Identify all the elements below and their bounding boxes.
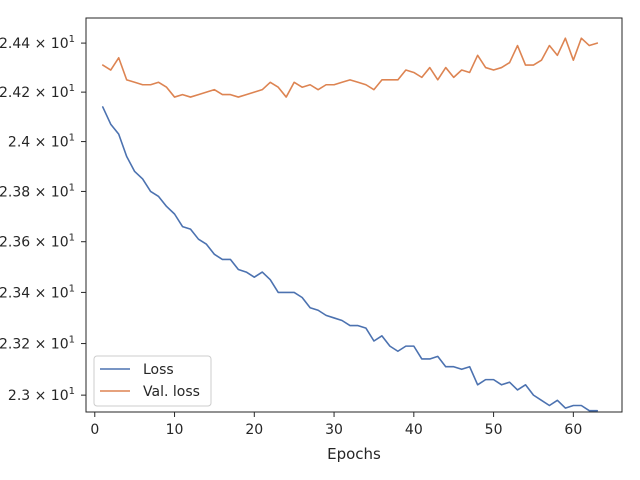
- plot-frame: [85, 17, 623, 413]
- y-tick-mantissa: 2.3 × 10: [8, 388, 69, 404]
- y-tick-mantissa: 2.42 × 10: [0, 85, 69, 101]
- x-tick-label: 10: [166, 422, 184, 438]
- y-tick-exponent: 1: [69, 335, 75, 346]
- x-tick-label: 60: [564, 422, 582, 438]
- legend-label-val-loss: Val. loss: [143, 384, 200, 400]
- y-tick-mantissa: 2.44 × 10: [0, 36, 69, 52]
- y-tick-label: 2.42 × 101: [0, 83, 75, 101]
- x-tick-label: 50: [485, 422, 503, 438]
- y-tick-label: 2.32 × 101: [0, 335, 75, 353]
- x-axis-ticks: 0 10 20 30 40 50 60: [90, 412, 582, 438]
- y-tick-exponent: 1: [69, 83, 75, 94]
- series-layer: [101, 37, 599, 412]
- y-tick-exponent: 1: [69, 34, 75, 45]
- legend-label-loss: Loss: [143, 362, 174, 378]
- legend: Loss Val. loss: [93, 355, 212, 407]
- y-tick-exponent: 1: [69, 233, 75, 244]
- y-tick-label: 2.4 × 101: [8, 133, 75, 151]
- x-tick-label: 40: [405, 422, 423, 438]
- y-tick-exponent: 1: [69, 386, 75, 397]
- x-tick-label: 20: [245, 422, 263, 438]
- y-tick-label: 2.44 × 101: [0, 34, 75, 52]
- y-tick-label: 2.36 × 101: [0, 233, 75, 251]
- series-line-loss: [101, 106, 599, 412]
- y-tick-mantissa: 2.38 × 10: [0, 184, 69, 200]
- x-axis-label: Epochs: [327, 445, 381, 463]
- y-tick-mantissa: 2.32 × 10: [0, 337, 69, 353]
- y-tick-label: 2.3 × 101: [8, 386, 75, 404]
- y-tick-exponent: 1: [69, 283, 75, 294]
- plot-background: [86, 18, 622, 412]
- y-tick-label: 2.38 × 101: [0, 182, 75, 200]
- y-tick-label: 2.34 × 101: [0, 283, 75, 301]
- y-tick-mantissa: 2.36 × 10: [0, 235, 69, 251]
- x-tick-label: 30: [325, 422, 343, 438]
- y-tick-exponent: 1: [69, 133, 75, 144]
- x-tick-label: 0: [90, 422, 99, 438]
- series-line-val-loss: [101, 37, 599, 98]
- y-tick-mantissa: 2.34 × 10: [0, 285, 69, 301]
- y-tick-mantissa: 2.4 × 10: [8, 135, 69, 151]
- y-tick-exponent: 1: [69, 182, 75, 193]
